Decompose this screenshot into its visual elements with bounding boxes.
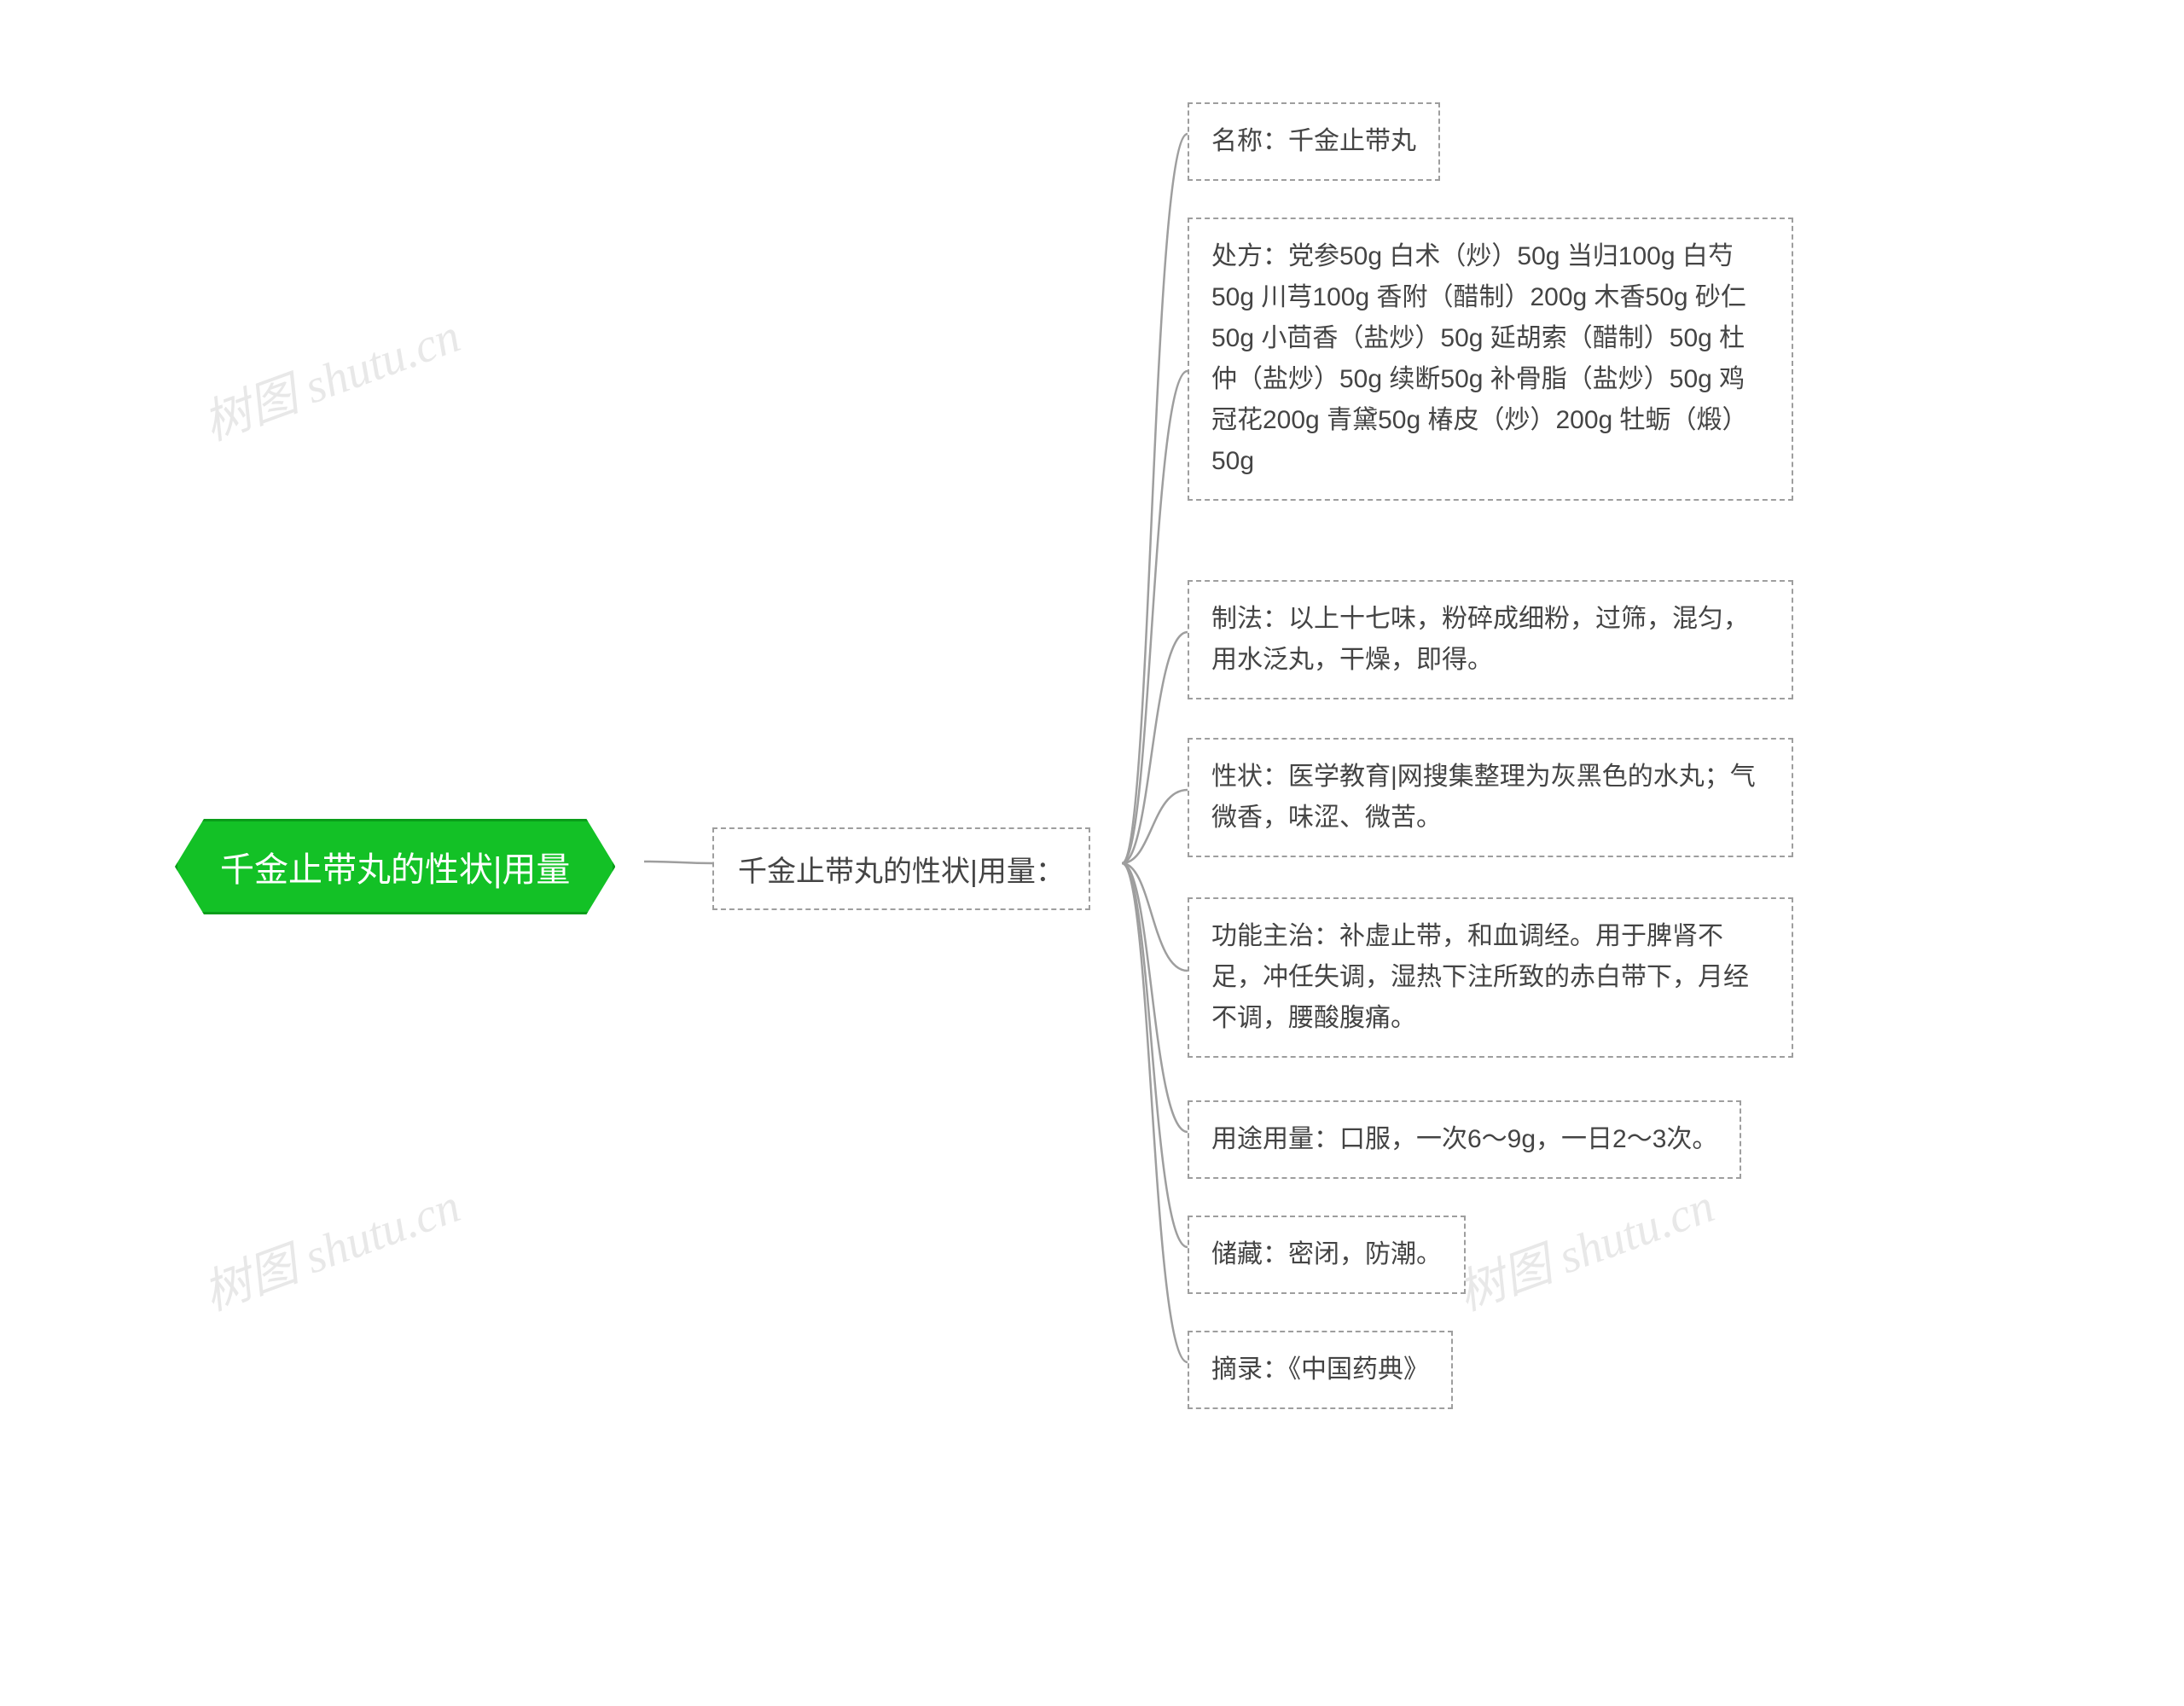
- mid-node[interactable]: 千金止带丸的性状|用量：: [712, 827, 1090, 910]
- watermark: 树图 shutu.cn: [1447, 1168, 1722, 1325]
- mindmap-canvas: 树图 shutu.cn 树图 shutu.cn 树图 shutu.cn 树图 s…: [0, 0, 2184, 1706]
- watermark: 树图 shutu.cn: [193, 298, 468, 455]
- leaf-node-method[interactable]: 制法：以上十七味，粉碎成细粉，过筛，混匀，用水泛丸，干燥，即得。: [1188, 580, 1793, 699]
- leaf-node-name[interactable]: 名称：千金止带丸: [1188, 102, 1440, 181]
- root-node[interactable]: 千金止带丸的性状|用量: [175, 819, 615, 914]
- leaf-node-indications[interactable]: 功能主治：补虚止带，和血调经。用于脾肾不足，冲任失调，湿热下注所致的赤白带下，月…: [1188, 897, 1793, 1058]
- leaf-node-dosage[interactable]: 用途用量：口服，一次6～9g，一日2～3次。: [1188, 1100, 1741, 1179]
- watermark: 树图 shutu.cn: [193, 1168, 468, 1325]
- leaf-node-prescription[interactable]: 处方：党参50g 白术（炒）50g 当归100g 白芍50g 川芎100g 香附…: [1188, 218, 1793, 501]
- leaf-node-source[interactable]: 摘录：《中国药典》: [1188, 1331, 1453, 1409]
- leaf-node-properties[interactable]: 性状：医学教育|网搜集整理为灰黑色的水丸；气微香，味涩、微苦。: [1188, 738, 1793, 857]
- leaf-node-storage[interactable]: 储藏：密闭，防潮。: [1188, 1216, 1466, 1294]
